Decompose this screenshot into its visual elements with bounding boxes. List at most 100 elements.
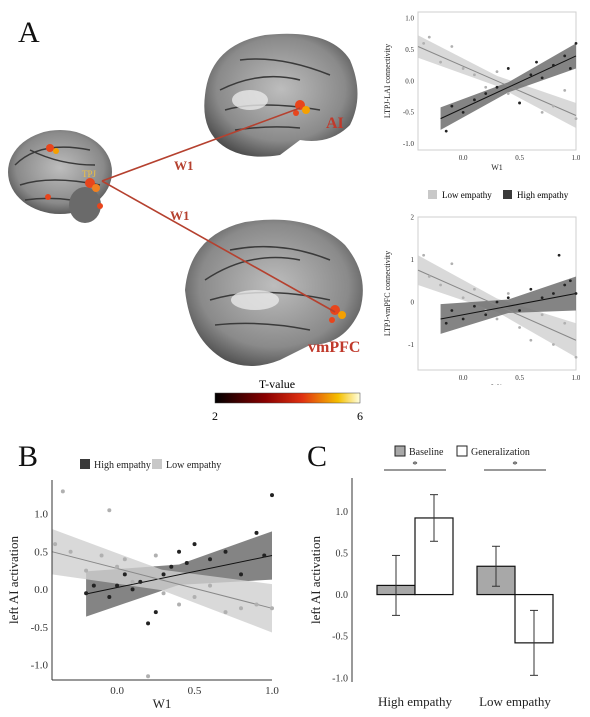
y-tick-label: -1 [408, 341, 414, 349]
data-point-high [450, 309, 454, 312]
x-category-label: Low empathy [479, 694, 551, 709]
panel-b-legend: High empathy Low empathy [80, 459, 221, 471]
fit-line-high [440, 293, 577, 320]
data-point-low [422, 41, 426, 45]
data-point-low [461, 67, 465, 70]
y-axis-label: left AI activation [6, 535, 21, 624]
data-point-low [122, 557, 127, 562]
data-point-high [495, 300, 499, 304]
data-point-low [540, 110, 544, 114]
data-point-low [461, 296, 465, 300]
legend-high-label: High empathy [517, 190, 569, 200]
data-point-low [506, 292, 510, 295]
data-point-high [161, 572, 166, 577]
w1-label-top: W1 [174, 158, 194, 173]
x-tick-label: 0.0 [110, 685, 124, 697]
x-tick-label: 0.5 [515, 374, 524, 382]
y-tick-label: 0.5 [336, 548, 349, 559]
data-point-low [146, 674, 151, 679]
x-tick-label: 0.0 [459, 374, 468, 382]
connection-line-ai [101, 107, 301, 182]
data-point-low [161, 591, 166, 596]
data-point-high [184, 561, 189, 566]
data-point-high [461, 317, 465, 321]
data-point-low [192, 594, 197, 599]
x-axis-label: W1 [491, 163, 503, 172]
data-point-high [518, 101, 521, 105]
data-point-high [518, 309, 521, 312]
y-axis-label: LTPJ-LAI connectivity [383, 44, 392, 118]
data-point-low [473, 287, 476, 291]
data-point-high [115, 583, 120, 588]
data-point-high [177, 549, 182, 554]
x-tick-label: 0.0 [459, 154, 468, 162]
data-point-low [450, 262, 454, 266]
ai-sagittal-brain [204, 33, 358, 157]
data-point-low [99, 553, 104, 558]
data-point-high [563, 283, 567, 287]
legend-low-label: Low empathy [442, 190, 492, 200]
data-point-high [444, 129, 448, 133]
data-point-low [495, 70, 499, 73]
legend-baseline-label: Baseline [409, 447, 444, 458]
data-point-high [122, 572, 127, 577]
data-point-high [484, 313, 488, 317]
data-point-low [495, 317, 499, 321]
data-point-high [552, 63, 555, 67]
data-point-high [270, 493, 274, 498]
data-point-high [473, 304, 476, 308]
data-point-high [262, 553, 267, 558]
y-tick-label: -1.0 [403, 140, 415, 148]
significance-marker: * [412, 459, 418, 471]
data-point-low [574, 355, 578, 359]
data-point-high [540, 76, 544, 80]
confidence-band-low [52, 529, 272, 633]
y-axis-label: LTPJ-vmPFC connectivity [383, 251, 392, 336]
x-axis-label: W1 [153, 696, 172, 710]
chart-a2: 2 1 0 -1 0.0 0.5 1.0 W1 LTPJ-vmPFC connectivity [383, 213, 580, 385]
data-point-high [563, 54, 567, 58]
data-point-high [138, 579, 143, 584]
data-point-high [540, 296, 544, 300]
panel-a-legend: Low empathy High empathy [428, 190, 569, 200]
fit-line-low [51, 551, 273, 609]
data-point-high [192, 542, 197, 547]
data-point-high [146, 621, 151, 626]
data-point-high [484, 92, 488, 95]
data-point-high [568, 67, 572, 70]
confidence-band-high [440, 276, 576, 334]
data-point-low [223, 610, 228, 615]
data-point-low [473, 73, 476, 77]
x-tick-label: 1.0 [572, 154, 580, 162]
y-tick-label: 1 [411, 256, 415, 264]
data-point-low [68, 549, 73, 554]
data-point-low [439, 283, 442, 287]
y-tick-label: 2 [411, 213, 415, 221]
y-tick-label: 0.0 [34, 584, 48, 596]
data-point-low [518, 326, 521, 329]
colorbar-min: 2 [212, 409, 218, 423]
data-point-low [153, 553, 158, 558]
x-tick-label: 0.5 [515, 154, 524, 162]
legend-high-swatch [503, 190, 512, 199]
y-tick-label: -0.5 [332, 632, 348, 643]
x-tick-label: 0.5 [188, 685, 202, 697]
data-point-high [557, 253, 561, 257]
y-tick-label: 1.0 [34, 509, 48, 521]
lateral-brain [8, 130, 112, 223]
x-axis-label: W1 [491, 383, 503, 385]
data-point-high [568, 279, 572, 283]
data-point-low [84, 568, 89, 573]
data-point-low [529, 338, 533, 342]
colorbar-title: T-value [259, 377, 295, 391]
colorbar [214, 392, 361, 404]
legend-high-swatch [80, 459, 90, 469]
significance-marker: * [512, 459, 518, 471]
data-point-low [563, 89, 567, 92]
data-point-low [450, 45, 454, 48]
data-point-high [529, 287, 533, 291]
panel-c-letter: C [307, 440, 328, 473]
y-tick-label: 0 [411, 298, 415, 306]
data-point-low [506, 92, 510, 95]
chart-a1: 1.0 0.5 0.0 -0.5 -1.0 0.0 0.5 1.0 W1 LTPJ-LAI con… [383, 11, 580, 172]
